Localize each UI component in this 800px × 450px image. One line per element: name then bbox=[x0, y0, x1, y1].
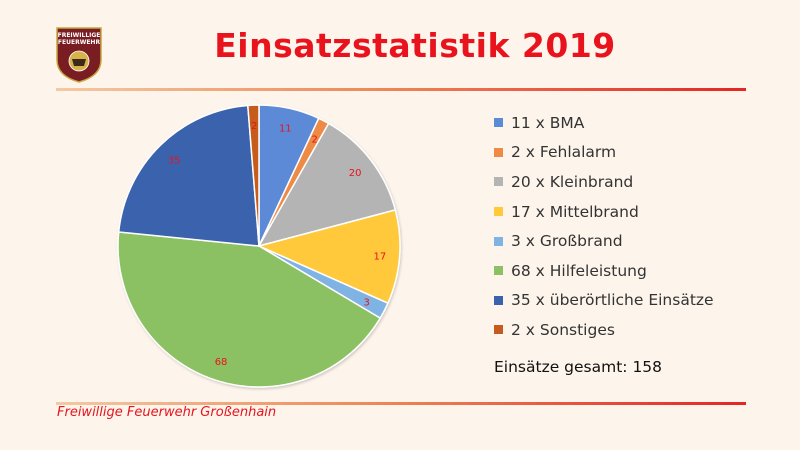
chart-legend: 11 x BMA 2 x Fehlalarm 20 x Kleinbrand 17 x… bbox=[494, 108, 714, 345]
legend-label: 2 x Sonstiges bbox=[511, 320, 615, 339]
legend-label: 35 x überörtliche Einsätze bbox=[511, 291, 714, 310]
legend-label: 20 x Kleinbrand bbox=[511, 172, 634, 191]
pie-slice-sonstiges bbox=[246, 104, 260, 247]
legend-item: 2 x Fehlalarm bbox=[494, 138, 714, 168]
legend-label: 17 x Mittelbrand bbox=[511, 202, 639, 221]
total-count: Einsätze gesamt: 158 bbox=[494, 358, 663, 376]
legend-swatch-icon bbox=[494, 236, 503, 246]
pie-slice-hilfeleistung bbox=[117, 231, 382, 388]
data-label: 2 bbox=[312, 134, 318, 145]
legend-swatch-icon bbox=[494, 118, 503, 128]
legend-item: 2 x Sonstiges bbox=[494, 315, 714, 345]
data-label: 11 bbox=[279, 124, 292, 135]
legend-item: 17 x Mittelbrand bbox=[494, 197, 714, 227]
legend-item: 68 x Hilfeleistung bbox=[494, 256, 714, 286]
legend-swatch-icon bbox=[494, 325, 503, 335]
data-label: 3 bbox=[364, 298, 370, 309]
legend-label: 2 x Fehlalarm bbox=[511, 143, 617, 162]
pie-slice-überörtliche-einsätze bbox=[117, 104, 260, 247]
legend-label: 3 x Großbrand bbox=[511, 232, 623, 251]
legend-label: 11 x BMA bbox=[511, 113, 585, 132]
legend-item: 3 x Großbrand bbox=[494, 226, 714, 256]
footer-divider bbox=[56, 402, 746, 405]
data-label: 2 bbox=[251, 121, 257, 132]
data-label: 35 bbox=[168, 155, 181, 166]
pie-slice-kleinbrand bbox=[257, 122, 397, 248]
pie-slice-mittelbrand bbox=[256, 209, 401, 305]
legend-item: 20 x Kleinbrand bbox=[494, 167, 714, 197]
data-label: 68 bbox=[215, 357, 228, 368]
logo-line-2: FEUERWEHR bbox=[58, 39, 101, 46]
legend-swatch-icon bbox=[494, 295, 503, 305]
data-label: 20 bbox=[349, 168, 362, 179]
fire-department-logo: FREIWILLIGE FEUERWEHR bbox=[56, 27, 102, 83]
legend-swatch-icon bbox=[494, 147, 503, 157]
legend-swatch-icon bbox=[494, 177, 503, 187]
legend-swatch-icon bbox=[494, 266, 503, 276]
page-title: Einsatzstatistik 2019 bbox=[214, 26, 616, 65]
header-divider bbox=[56, 88, 746, 91]
legend-item: 35 x überörtliche Einsätze bbox=[494, 286, 714, 316]
legend-swatch-icon bbox=[494, 207, 503, 217]
legend-label: 68 x Hilfeleistung bbox=[511, 261, 647, 280]
footer-text: Freiwillige Feuerwehr Großenhain bbox=[57, 405, 277, 420]
data-label: 17 bbox=[374, 252, 387, 263]
logo-line-1: FREIWILLIGE bbox=[58, 32, 101, 39]
legend-item: 11 x BMA bbox=[494, 108, 714, 138]
